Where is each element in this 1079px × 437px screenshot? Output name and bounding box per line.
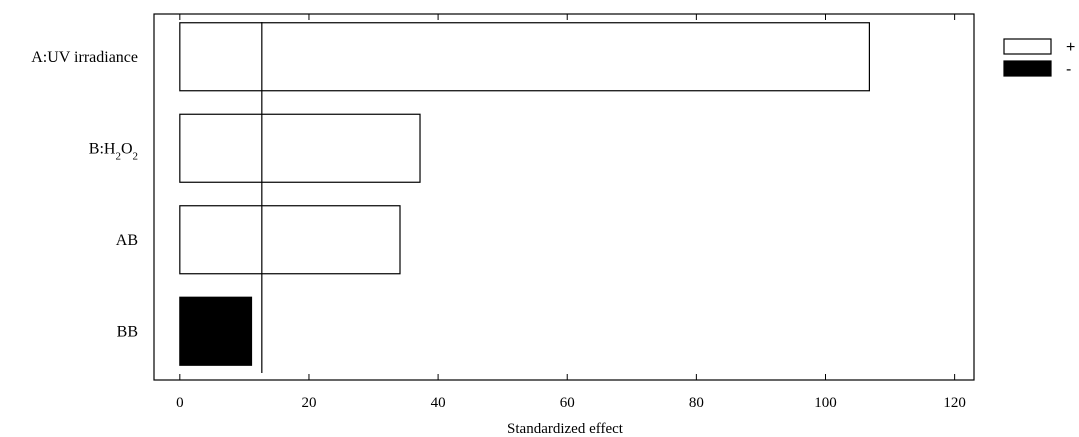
x-tick-label-1: 20 [301,395,316,411]
x-tick-label-5: 100 [814,395,837,411]
legend-swatch-negative [1003,60,1052,77]
category-label-3: BB [117,323,138,340]
bar-1 [179,113,421,183]
bar-0 [179,22,871,92]
y-axis-labels: A:UV irradiance B:H2O2 AB BB [31,49,138,341]
plot-frame [153,13,975,381]
bars-group [179,22,871,366]
bar-3 [179,296,253,366]
x-tick-label-6: 120 [943,395,966,411]
x-axis-title: Standardized effect [507,421,624,437]
x-axis: 0 20 40 60 80 100 120 [176,14,966,411]
x-tick-label-4: 80 [689,395,704,411]
x-tick-label-3: 60 [560,395,575,411]
category-label-0: A:UV irradiance [31,49,138,66]
legend-label-1: - [1066,61,1071,78]
legend-swatch-positive [1003,38,1052,55]
bar-2 [179,205,401,275]
x-tick-label-0: 0 [176,395,184,411]
category-label-2: AB [116,232,138,249]
legend: +- [1003,38,1075,78]
category-label-1: B:H2O2 [89,140,138,162]
legend-label-0: + [1066,39,1075,56]
x-tick-label-2: 40 [431,395,446,411]
